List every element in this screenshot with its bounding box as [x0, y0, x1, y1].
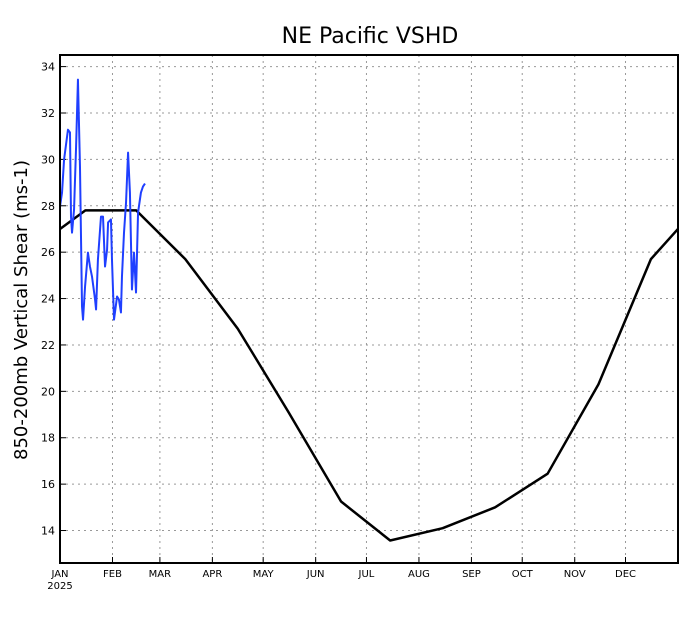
x-tick-label: JUN	[306, 569, 325, 580]
y-tick-label: 32	[41, 107, 55, 120]
x-tick-label: JUL	[358, 569, 375, 580]
y-tick-label: 26	[41, 246, 55, 259]
y-axis-label: 850-200mb Vertical Shear (ms-1)	[11, 160, 32, 460]
y-tick-label: 14	[41, 525, 55, 538]
x-tick-label: MAR	[149, 569, 171, 580]
x-tick-label: NOV	[564, 569, 586, 580]
y-tick-label: 30	[41, 153, 55, 166]
observed-2025-line	[59, 78, 146, 321]
x-tick-label: DEC	[615, 569, 636, 580]
y-tick-label: 20	[41, 385, 55, 398]
y-tick-label: 24	[41, 293, 55, 306]
plot-frame	[59, 54, 679, 564]
x-tick-label: FEB	[103, 569, 122, 580]
x-tick-label: JAN	[50, 569, 68, 580]
chart-title: NE Pacific VSHD	[282, 24, 459, 49]
x-tick-label: OCT	[512, 569, 534, 580]
y-tick-label: 34	[41, 61, 55, 74]
climatology-line	[59, 209, 679, 542]
x-tick-label: SEP	[462, 569, 481, 580]
x-tick-label: APR	[202, 569, 222, 580]
y-tick-label: 22	[41, 339, 55, 352]
x-tick-label: AUG	[408, 569, 430, 580]
y-tick-label: 18	[41, 432, 55, 445]
y-tick-label: 28	[41, 200, 55, 213]
x-tick-label: MAY	[253, 569, 275, 580]
y-tick-label: 16	[41, 478, 55, 491]
year-label: 2025	[47, 581, 72, 592]
